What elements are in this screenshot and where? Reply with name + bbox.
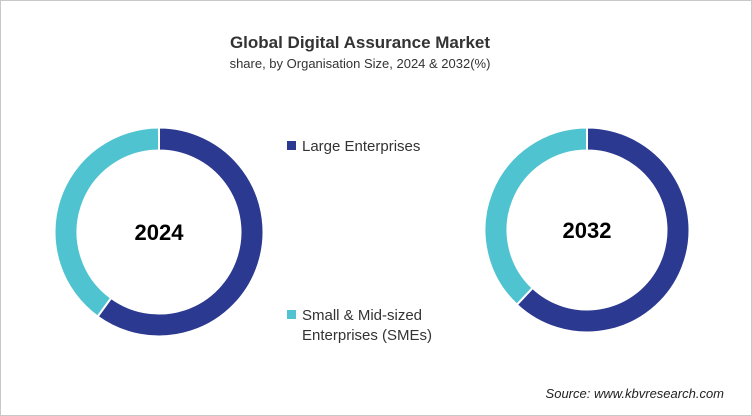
legend-swatch-large: [287, 141, 296, 150]
legend-label: Small & Mid-sized: [302, 307, 423, 324]
legend-item-smes: Small & Mid-sized Enterprises (SMEs): [287, 306, 432, 346]
donut-slice-2024-0: [96, 126, 265, 338]
legend-label: Enterprises (SMEs): [302, 327, 433, 344]
donut-slice-2032-1: [483, 126, 588, 307]
donut-center-label: 2024: [135, 220, 185, 245]
legend-item-large-enterprises: Large Enterprises: [287, 137, 420, 157]
chart-title: Global Digital Assurance Market: [229, 33, 491, 52]
chart-subtitle: share, by Organisation Size, 2024 & 2032…: [229, 56, 491, 71]
donut-slice-2024-1: [53, 126, 160, 318]
legend-label: Large Enterprises: [302, 138, 421, 155]
source-note: Source: www.kbvresearch.com: [545, 386, 724, 401]
donut-slice-2032-0: [515, 126, 691, 334]
donut-center-label: 2032: [563, 218, 612, 243]
legend-swatch-smes: [287, 310, 296, 319]
